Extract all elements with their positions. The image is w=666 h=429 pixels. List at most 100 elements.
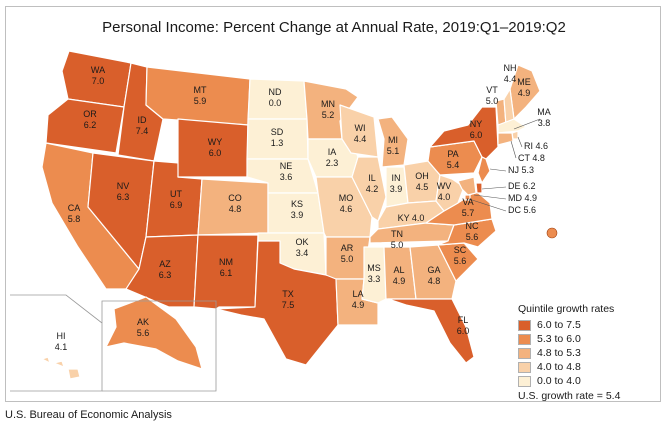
map-frame: Personal Income: Percent Change at Annua… bbox=[5, 6, 661, 402]
state-shapes bbox=[41, 50, 541, 380]
legend-row: 0.0 to 4.0 bbox=[518, 374, 658, 388]
legend-swatch bbox=[518, 361, 531, 373]
state-label-va: VA bbox=[462, 197, 473, 207]
state-value-sc: 5.6 bbox=[454, 256, 467, 266]
state-label-wv: WV bbox=[437, 181, 452, 191]
legend-label: 5.3 to 6.0 bbox=[537, 333, 581, 345]
state-label-al: AL bbox=[393, 265, 404, 275]
state-label-hi: HI bbox=[57, 331, 66, 341]
legend-row: 6.0 to 7.5 bbox=[518, 318, 658, 332]
state-value-nh: 4.4 bbox=[504, 74, 517, 84]
state-value-sd: 1.3 bbox=[271, 138, 284, 148]
state-value-mn: 5.2 bbox=[322, 110, 335, 120]
leader-line bbox=[510, 140, 517, 159]
legend-label: 0.0 to 4.0 bbox=[537, 375, 581, 387]
state-value-wa: 7.0 bbox=[92, 76, 105, 86]
state-value-la: 4.9 bbox=[352, 300, 365, 310]
state-value-ak: 5.6 bbox=[137, 328, 150, 338]
state-value-ar: 5.0 bbox=[341, 254, 354, 264]
state-label-sd: SD bbox=[271, 127, 284, 137]
state-md bbox=[457, 176, 477, 196]
state-value-ms: 3.3 bbox=[368, 274, 381, 284]
alaska-inset-frame bbox=[101, 300, 217, 392]
leader-line bbox=[473, 194, 507, 200]
state-value-nd: 0.0 bbox=[269, 98, 282, 108]
state-value-nm: 6.1 bbox=[220, 268, 233, 278]
state-label-co: CO bbox=[228, 193, 242, 203]
state-ct bbox=[497, 132, 514, 146]
state-label-nj: NJ 5.3 bbox=[508, 165, 534, 175]
state-value-ia: 2.3 bbox=[326, 158, 339, 168]
state-hi bbox=[41, 356, 81, 380]
state-tx bbox=[215, 240, 339, 366]
legend-title: Quintile growth rates bbox=[518, 303, 615, 315]
state-label-ky: KY 4.0 bbox=[398, 213, 425, 223]
state-label-wa: WA bbox=[91, 65, 105, 75]
state-label-ny: NY bbox=[470, 119, 483, 129]
state-label-mi: MI bbox=[388, 135, 398, 145]
state-label-la: LA bbox=[352, 289, 363, 299]
leader-line bbox=[489, 168, 507, 172]
state-label-nd: ND bbox=[269, 87, 282, 97]
state-value-tx: 7.5 bbox=[282, 300, 295, 310]
legend-label: 6.0 to 7.5 bbox=[537, 319, 581, 331]
state-label-il: IL bbox=[368, 173, 376, 183]
state-label-wi: WI bbox=[355, 123, 366, 133]
state-label-ca: CA bbox=[68, 203, 81, 213]
state-label-md: MD 4.9 bbox=[508, 193, 537, 203]
state-value-ca: 5.8 bbox=[68, 214, 81, 224]
leader-line bbox=[468, 198, 507, 212]
dc-marker bbox=[546, 227, 558, 239]
state-value-nv: 6.3 bbox=[117, 192, 130, 202]
state-value-hi: 4.1 bbox=[55, 342, 68, 352]
state-value-ma: 3.8 bbox=[538, 118, 551, 128]
state-value-wv: 4.0 bbox=[438, 192, 451, 202]
state-label-ct: CT 4.8 bbox=[518, 153, 545, 163]
map-title: Personal Income: Percent Change at Annua… bbox=[102, 19, 566, 36]
legend-label: 4.8 to 5.3 bbox=[537, 347, 581, 359]
state-label-ms: MS bbox=[367, 263, 381, 273]
legend-swatch bbox=[518, 347, 531, 359]
state-label-wy: WY bbox=[208, 137, 223, 147]
state-value-pa: 5.4 bbox=[447, 160, 460, 170]
state-value-al: 4.9 bbox=[393, 276, 406, 286]
source-note: U.S. Bureau of Economic Analysis bbox=[5, 409, 172, 421]
state-value-wy: 6.0 bbox=[209, 148, 222, 158]
state-label-ks: KS bbox=[291, 199, 303, 209]
state-label-ut: UT bbox=[170, 189, 182, 199]
legend-row: 4.8 to 5.3 bbox=[518, 346, 658, 360]
state-label-ok: OK bbox=[295, 237, 308, 247]
state-label-mo: MO bbox=[339, 193, 354, 203]
state-value-in: 3.9 bbox=[390, 184, 403, 194]
leader-line bbox=[481, 186, 507, 190]
state-dc bbox=[464, 194, 471, 201]
state-value-vt: 5.0 bbox=[486, 96, 499, 106]
state-label-tn: TN bbox=[391, 229, 403, 239]
state-label-ia: IA bbox=[328, 147, 337, 157]
leader-line bbox=[513, 118, 541, 130]
state-label-mt: MT bbox=[194, 85, 207, 95]
state-label-id: ID bbox=[138, 115, 148, 125]
state-value-mt: 5.9 bbox=[194, 96, 207, 106]
state-value-ok: 3.4 bbox=[296, 248, 309, 258]
map-extras bbox=[10, 118, 558, 392]
state-value-mi: 5.1 bbox=[387, 146, 400, 156]
state-label-nm: NM bbox=[219, 257, 233, 267]
state-label-az: AZ bbox=[159, 259, 171, 269]
state-label-dc: DC 5.6 bbox=[508, 205, 536, 215]
state-value-nc: 5.6 bbox=[466, 232, 479, 242]
state-label-vt: VT bbox=[486, 85, 498, 95]
state-label-mn: MN bbox=[321, 99, 335, 109]
state-de bbox=[475, 182, 483, 194]
state-label-nv: NV bbox=[117, 181, 130, 191]
state-label-ne: NE bbox=[280, 161, 293, 171]
state-label-fl: FL bbox=[458, 315, 469, 325]
state-ma bbox=[497, 118, 527, 134]
state-label-ri: RI 4.6 bbox=[524, 141, 548, 151]
state-value-az: 6.3 bbox=[159, 270, 172, 280]
state-value-tn: 5.0 bbox=[391, 240, 404, 250]
us-growth-rate: U.S. growth rate = 5.4 bbox=[518, 390, 621, 402]
state-value-mo: 4.6 bbox=[340, 204, 353, 214]
state-value-ks: 3.9 bbox=[291, 210, 304, 220]
